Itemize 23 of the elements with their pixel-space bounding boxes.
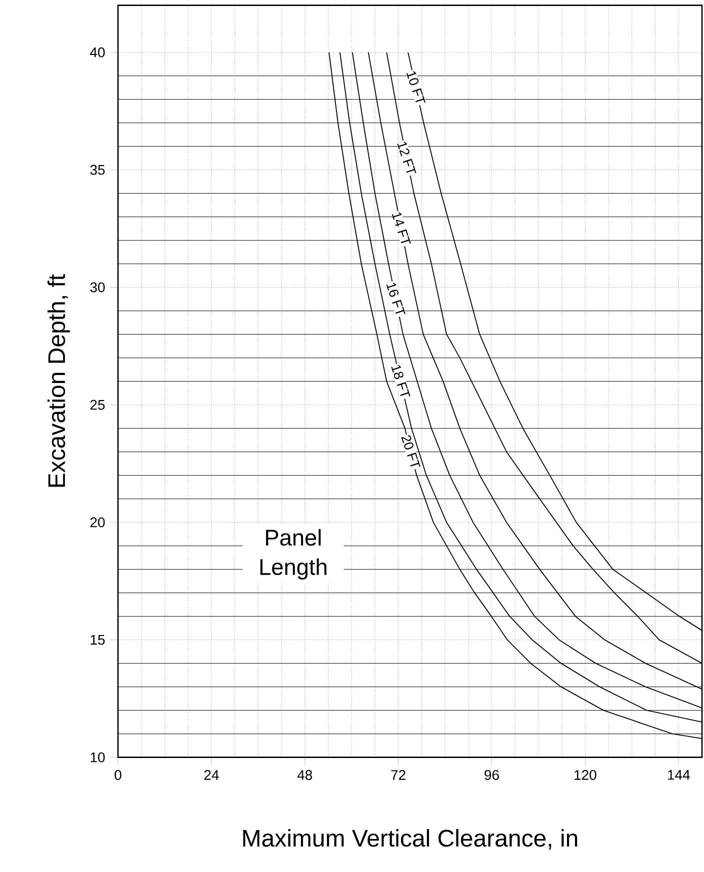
text: 14 FT (392, 212, 411, 244)
x-tick-label: 120 (574, 770, 596, 780)
y-tick-label: 40 (90, 47, 105, 58)
text: 16 FT (386, 282, 406, 314)
y-tick-label: 15 (90, 634, 105, 645)
x-tick-label: 24 (204, 770, 219, 780)
text: 20 FT (401, 435, 420, 467)
y-tick-label: 20 (90, 517, 105, 528)
x-tick-label: 0 (114, 770, 122, 780)
y-axis-title: Excavation Depth, ft (48, 274, 70, 487)
text: 18 FT (391, 365, 410, 396)
y-tick-label: 10 (90, 752, 105, 762)
x-tick-label: 48 (297, 770, 312, 780)
y-tick-label: 30 (90, 282, 105, 292)
y-tick-label: 35 (90, 164, 105, 175)
x-axis-title: Maximum Vertical Clearance, in (243, 829, 578, 850)
x-tick-label: 96 (484, 770, 499, 780)
x-tick-label: 72 (391, 770, 406, 780)
text: 12 FT (397, 142, 416, 174)
y-tick-label: 25 (90, 400, 105, 410)
annotation: Panel Length (260, 529, 326, 580)
text: 10 FT (406, 71, 426, 103)
x-tick-label: 144 (668, 770, 690, 780)
